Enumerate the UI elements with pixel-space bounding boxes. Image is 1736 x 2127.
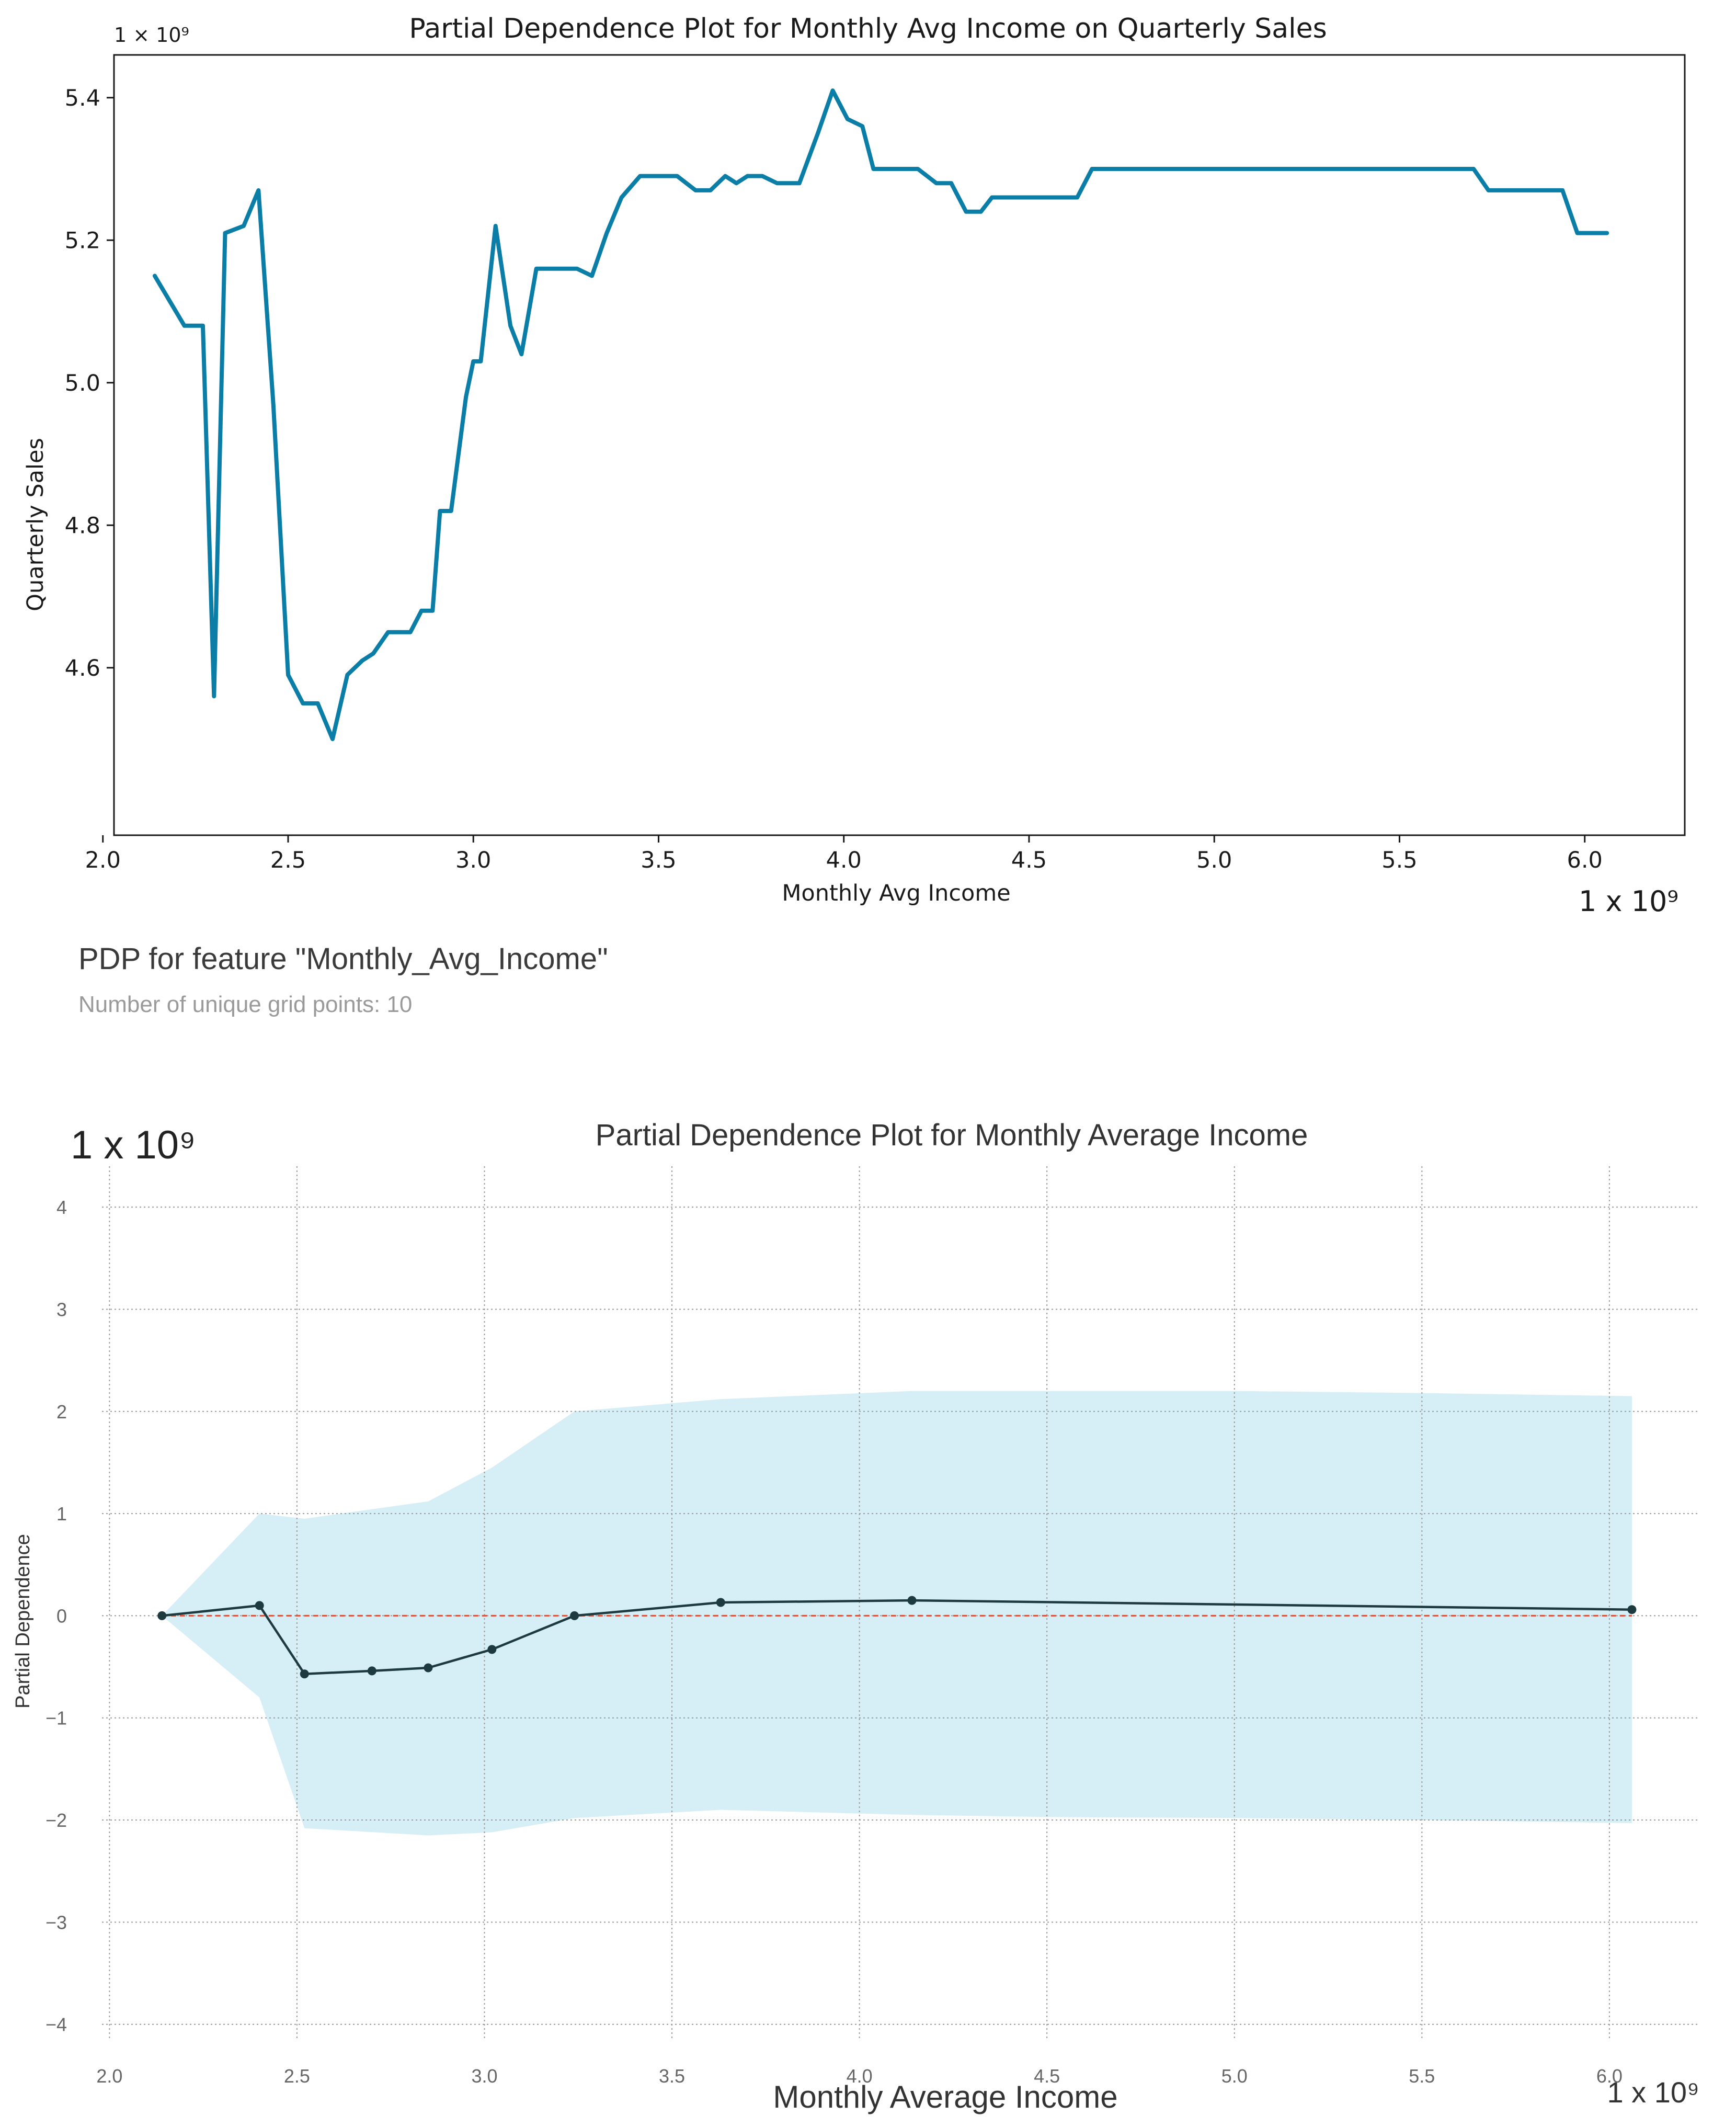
chart-1-frame	[113, 54, 1686, 836]
chart-1-x-scale-label: 1 x 10⁹	[1579, 885, 1678, 918]
chart-2-y-tick-label: −4	[45, 2014, 67, 2035]
chart-2-x-tick-label: 5.0	[1221, 2065, 1248, 2087]
chart-2-x-scale-label: 1 x 10⁹	[1607, 2076, 1699, 2109]
chart-2-y-tick-label: 2	[56, 1401, 67, 1423]
chart-2-x-axis-label: Monthly Average Income	[773, 2079, 1117, 2114]
chart-1-x-tick-label: 4.5	[1011, 847, 1047, 873]
chart-2-x-tick-label: 2.0	[96, 2065, 122, 2087]
chart-2-x-tick-label: 3.5	[659, 2065, 685, 2087]
chart-1-x-tick-label: 5.5	[1381, 847, 1417, 873]
chart-2-y-tick-label: −3	[45, 1912, 67, 1933]
chart-1-x-tick-label: 5.0	[1196, 847, 1232, 873]
chart-1-x-axis-label: Monthly Avg Income	[782, 880, 1010, 906]
pdp-header: PDP for feature "Monthly_Avg_Income" Num…	[78, 942, 608, 1017]
chart-2-x-tick-label: 5.5	[1409, 2065, 1435, 2087]
chart-1-x-tick-label: 6.0	[1567, 847, 1603, 873]
chart-2-x-tick-label: 4.0	[847, 2065, 873, 2087]
pdp-header-subtitle: Number of unique grid points: 10	[78, 992, 412, 1017]
chart-1-y-tick-label: 5.0	[65, 370, 100, 396]
chart-2-confidence-band	[162, 1391, 1632, 1836]
chart-1-x-tick-label: 2.0	[85, 847, 121, 873]
chart-2-x-tick-label: 2.5	[284, 2065, 310, 2087]
chart-1: Partial Dependence Plot for Monthly Avg …	[22, 13, 1686, 918]
chart-1-y-tick-label: 5.4	[65, 85, 100, 111]
chart-2-data-point	[907, 1596, 917, 1605]
chart-2-y-tick-label: −1	[45, 1708, 67, 1729]
chart-2-plot-area: 2.0 2.5 3.0 3.5 4.0 4.5 5.0 5.5 6.0 −4 −3 −2 −1 0 1 2 3 4	[45, 1166, 1699, 2087]
chart-1-y-axis-label: Quarterly Sales	[22, 438, 49, 611]
chart-1-y-scale-label: 1 × 10⁹	[114, 24, 189, 47]
chart-2-data-point	[570, 1611, 579, 1620]
chart-2-x-tick-label: 4.5	[1034, 2065, 1060, 2087]
chart-2-x-tick-label: 3.0	[471, 2065, 497, 2087]
chart-1-plot-area: 2.0 2.5 3.0 3.5 4.0 4.5 5.0 5.5 6.0 4.6 4.8 5.0 5.2 5…	[65, 54, 1686, 873]
chart-2-y-tick-label: 1	[56, 1503, 67, 1525]
chart-2-y-scale-label: 1 x 10⁹	[71, 1123, 196, 1167]
chart-2: Partial Dependence Plot for Monthly Aver…	[12, 1118, 1699, 2114]
chart-2-data-point	[716, 1598, 725, 1607]
chart-2-data-point	[300, 1669, 309, 1679]
chart-1-x-tick-label: 3.5	[641, 847, 676, 873]
chart-2-y-tick-label: −2	[45, 1810, 67, 1831]
chart-1-title: Partial Dependence Plot for Monthly Avg …	[409, 13, 1327, 44]
chart-2-y-tick-label: 0	[56, 1605, 67, 1626]
chart-2-title: Partial Dependence Plot for Monthly Aver…	[596, 1118, 1308, 1152]
chart-2-x-tick-label: 6.0	[1596, 2065, 1623, 2087]
chart-1-x-tick-label: 2.5	[270, 847, 306, 873]
chart-1-x-tick-label: 4.0	[826, 847, 862, 873]
chart-2-data-point	[367, 1666, 376, 1676]
chart-1-x-tick-label: 3.0	[455, 847, 491, 873]
chart-2-y-axis-label: Partial Dependence	[12, 1534, 34, 1709]
chart-1-y-tick-label: 5.2	[65, 228, 100, 254]
chart-2-y-tick-label: 4	[56, 1197, 67, 1218]
chart-1-y-tick-label: 4.8	[65, 513, 100, 539]
chart-2-data-point	[424, 1663, 433, 1673]
pdp-header-title: PDP for feature "Monthly_Avg_Income"	[78, 942, 608, 976]
chart-2-y-tick-label: 3	[56, 1299, 67, 1320]
chart-1-y-tick-label: 4.6	[65, 655, 100, 681]
chart-2-data-point	[487, 1645, 497, 1654]
chart-1-series-line	[152, 88, 1609, 742]
chart-2-data-point	[1627, 1605, 1637, 1614]
chart-2-data-point	[157, 1611, 167, 1620]
chart-2-data-point	[255, 1601, 264, 1610]
chart-2-series-line	[162, 1599, 1632, 1675]
